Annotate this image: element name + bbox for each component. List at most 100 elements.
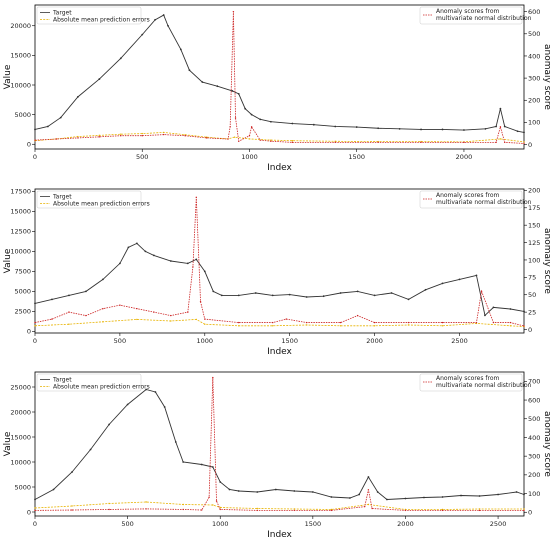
series-3-point bbox=[293, 509, 296, 512]
series-3-point bbox=[184, 135, 186, 137]
y2-tick-label: 200 bbox=[528, 187, 540, 195]
x-tick-label: 1000 bbox=[197, 337, 214, 345]
series-2-point bbox=[373, 325, 376, 327]
series-2-point bbox=[407, 324, 410, 326]
series-1-point bbox=[497, 493, 499, 496]
series-1-point bbox=[330, 496, 333, 498]
series-3-point bbox=[285, 318, 287, 320]
series-1-point bbox=[126, 403, 129, 406]
series-1-point bbox=[523, 131, 525, 134]
series-1-point bbox=[373, 294, 376, 297]
y2-tick-label: 500 bbox=[528, 30, 540, 38]
series-2-point bbox=[523, 141, 525, 143]
series-3-point bbox=[256, 509, 258, 512]
legend-label: Target bbox=[52, 377, 72, 384]
y2-tick-label: 175 bbox=[528, 204, 540, 212]
series-1-point bbox=[420, 128, 422, 131]
series-2-point bbox=[441, 325, 444, 327]
series-1-point bbox=[311, 491, 314, 493]
y2-tick-label: 400 bbox=[528, 434, 540, 442]
series-1-point bbox=[271, 294, 274, 297]
series-line-3 bbox=[34, 197, 525, 327]
series-1-point bbox=[404, 497, 407, 500]
series-3-point bbox=[523, 142, 525, 145]
series-3-point bbox=[495, 141, 497, 144]
series-1-point bbox=[312, 123, 315, 126]
y2-tick-label: 100 bbox=[528, 119, 540, 127]
y2-tick-label: 0 bbox=[528, 326, 532, 334]
y-tick-label: 10000 bbox=[10, 248, 31, 256]
series-1-point bbox=[89, 448, 92, 451]
chart-panel-3: 0500010000150002000025000010020030040050… bbox=[3, 371, 550, 537]
series-3-point bbox=[170, 314, 172, 317]
series-2-point bbox=[523, 508, 525, 510]
series-3-point bbox=[291, 141, 294, 144]
series-3-point bbox=[55, 138, 58, 140]
legend-label: Absolute mean prediction errors bbox=[53, 384, 150, 391]
series-3-point bbox=[441, 509, 444, 512]
series-1-point bbox=[186, 262, 189, 265]
series-3-point bbox=[204, 318, 206, 320]
series-1-point bbox=[256, 491, 259, 493]
series-1-point bbox=[503, 125, 506, 128]
series-2-point bbox=[68, 323, 70, 325]
series-3-point bbox=[34, 321, 36, 324]
series-3-point bbox=[330, 509, 333, 512]
series-3-point bbox=[250, 126, 253, 128]
series-2-point bbox=[182, 503, 184, 506]
y2-tick-label: 150 bbox=[528, 221, 540, 229]
series-1-point bbox=[179, 48, 182, 51]
x-tick-label: 2500 bbox=[490, 520, 507, 528]
y2-tick-label: 0 bbox=[528, 141, 532, 149]
series-1-point bbox=[169, 260, 172, 262]
plot-frame bbox=[34, 371, 525, 517]
series-2-point bbox=[136, 318, 138, 321]
series-1-point bbox=[203, 270, 206, 273]
series-1-point bbox=[195, 258, 198, 261]
series-line-3 bbox=[34, 11, 525, 144]
series-1-point bbox=[152, 254, 155, 257]
y-tick-label: 25000 bbox=[10, 383, 31, 391]
legend-right-box bbox=[419, 6, 523, 25]
y2-tick-label: 50 bbox=[528, 291, 536, 299]
y2-tick-label: 600 bbox=[528, 396, 540, 404]
series-3-point bbox=[120, 135, 122, 137]
series-2-point bbox=[98, 134, 101, 137]
series-2-point bbox=[120, 133, 122, 135]
series-3-point bbox=[339, 321, 342, 324]
series-1-point bbox=[220, 294, 223, 297]
series-1-point bbox=[339, 292, 342, 294]
series-3-point bbox=[377, 141, 379, 144]
y-tick-label: 0 bbox=[27, 141, 31, 149]
series-1-point bbox=[34, 498, 36, 501]
series-3-point bbox=[509, 321, 512, 324]
series-3-point bbox=[51, 318, 53, 320]
series-3-point bbox=[475, 321, 478, 324]
series-3-point bbox=[195, 196, 197, 199]
series-3-point bbox=[34, 509, 36, 512]
legend-right-box bbox=[419, 190, 523, 209]
series-3-point bbox=[504, 141, 506, 144]
series-1-point bbox=[475, 274, 478, 277]
series-2-point bbox=[293, 508, 296, 510]
y-tick-label: 5000 bbox=[14, 111, 31, 119]
series-2-point bbox=[71, 505, 73, 507]
y-tick-label: 0 bbox=[27, 328, 31, 336]
legend-label: Target bbox=[52, 194, 72, 201]
series-3-point bbox=[98, 136, 101, 138]
series-3-point bbox=[162, 133, 165, 136]
series-1-point bbox=[492, 306, 495, 309]
series-1-point bbox=[34, 128, 36, 131]
y-tick-label: 20000 bbox=[10, 408, 31, 416]
series-1-point bbox=[145, 388, 148, 391]
series-3-point bbox=[34, 139, 36, 141]
y-axis-label: Value bbox=[3, 64, 13, 89]
series-1-point bbox=[441, 496, 444, 498]
series-1-point bbox=[355, 126, 358, 128]
series-1-point bbox=[228, 488, 231, 491]
series-2-point bbox=[204, 323, 206, 325]
series-1-point bbox=[102, 278, 104, 281]
series-1-point bbox=[441, 282, 444, 285]
series-3-point bbox=[68, 311, 70, 313]
y-tick-label: 15000 bbox=[10, 433, 31, 441]
